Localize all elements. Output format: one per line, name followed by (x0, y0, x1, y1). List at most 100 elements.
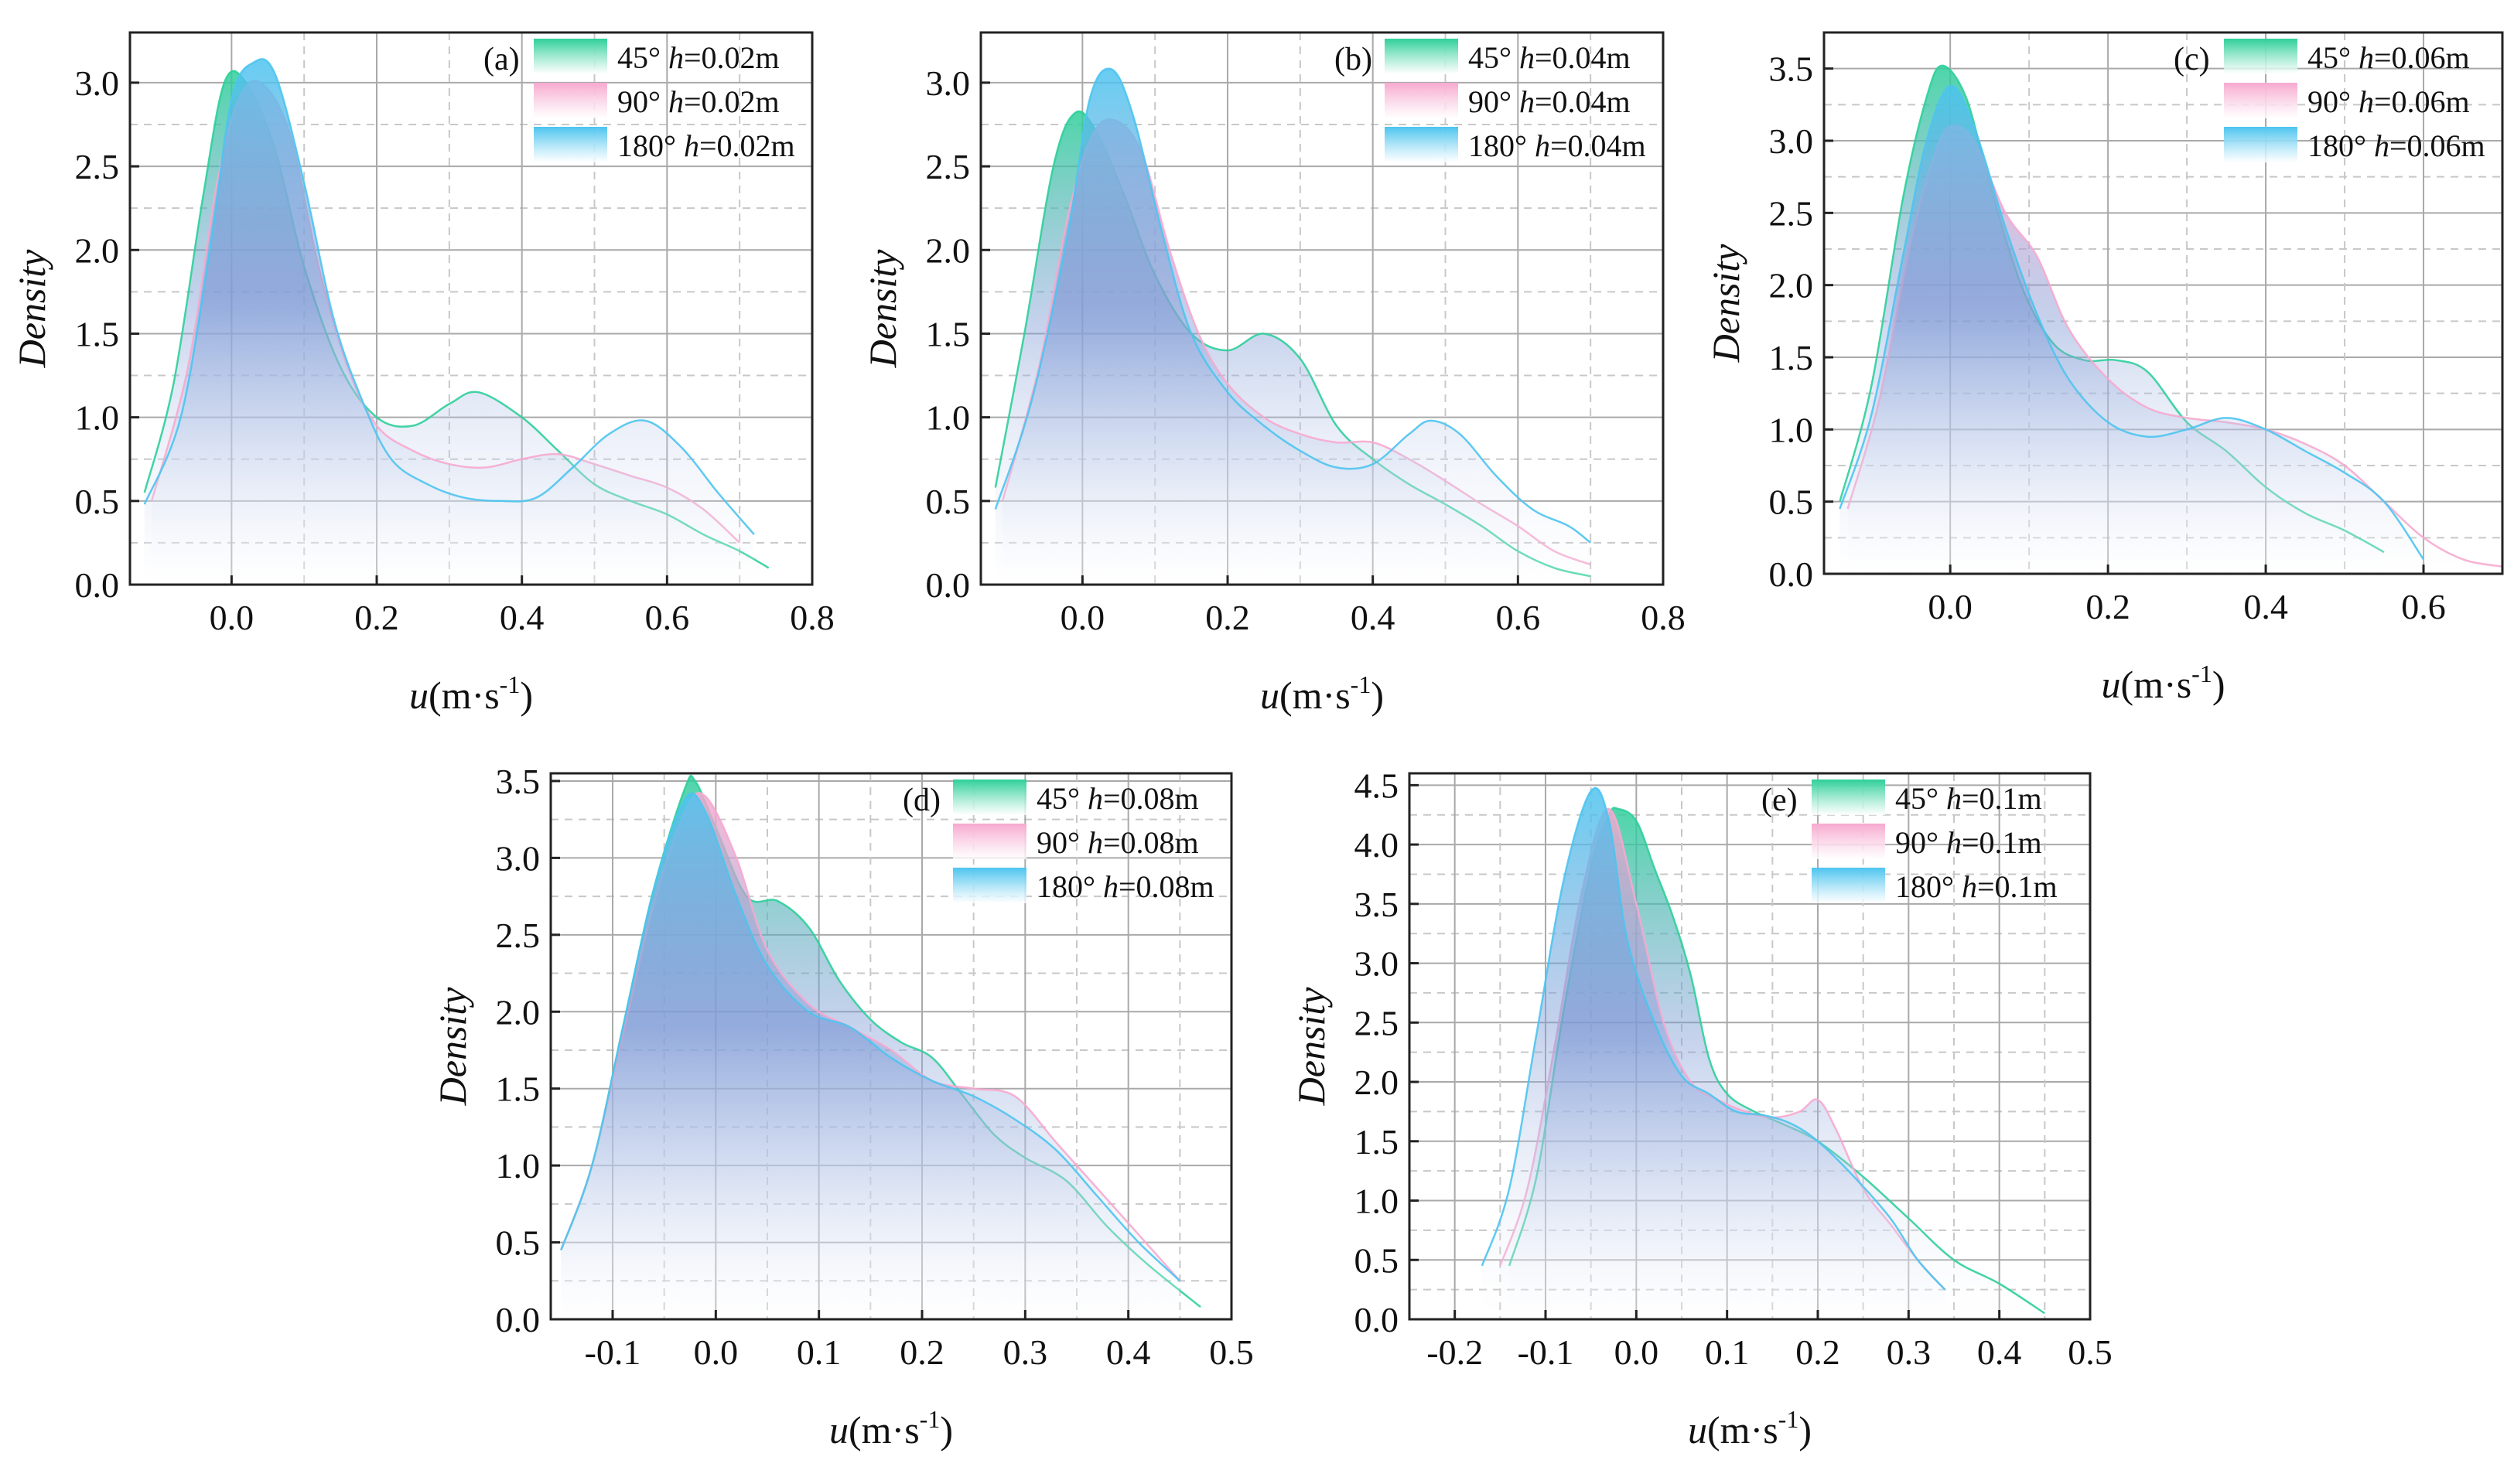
legend-label-45deg: 45° h=0.02m (617, 40, 780, 75)
density-areas (143, 58, 770, 585)
y-tick-label: 3.5 (1354, 885, 1399, 924)
axes: 0.0 0.5 1.0 1.5 2.0 2.5 3.0 3.5 4.0 4.5 -0.2 -0.1 0.… (1354, 766, 2113, 1372)
legend-label-180deg: 180° h=0.08m (1037, 869, 1214, 904)
x-tick-label: 0.8 (790, 598, 835, 637)
density-area-180deg (995, 68, 1591, 585)
legend-label-45deg: 45° h=0.04m (1468, 40, 1631, 75)
y-tick-label: 2.0 (1769, 266, 1814, 305)
axes: 0.0 0.5 1.0 1.5 2.0 2.5 3.0 0.0 0.2 0.4 0.6 0.8 (926, 63, 1686, 637)
y-tick-label: 0.5 (1354, 1240, 1399, 1280)
y-axis-label: Density (861, 249, 904, 369)
legend: (e) 45° h=0.1m 90° h=0.1m 180° h=0.1m (1761, 780, 2058, 904)
density-line-180deg (143, 58, 755, 535)
panels: 0.0 0.5 1.0 1.5 2.0 2.5 3.0 0.0 0.2 0.4 0.6 0.8 Dens… (10, 31, 2504, 1452)
legend-label-180deg: 180° h=0.04m (1468, 128, 1646, 163)
legend-label-90deg: 90° h=0.1m (1895, 825, 2042, 860)
x-tick-label: 0.0 (1928, 587, 1973, 626)
y-tick-label: 4.0 (1354, 825, 1399, 865)
y-tick-label: 1.5 (1769, 338, 1814, 377)
plot-frame (979, 31, 1665, 586)
y-tick-label: 1.5 (1354, 1122, 1399, 1162)
y-axis-label: Density (431, 987, 474, 1107)
y-tick-label: 3.5 (496, 762, 541, 801)
y-tick-label: 2.0 (496, 992, 541, 1032)
plot-frame (128, 31, 814, 586)
x-tick-label: 0.5 (2068, 1332, 2113, 1372)
x-tick-label: -0.1 (1518, 1332, 1574, 1372)
x-tick-label: 0.2 (1205, 598, 1250, 637)
plot-frame (549, 772, 1233, 1321)
y-tick-label: 2.5 (1769, 193, 1814, 233)
y-tick-label: 1.0 (496, 1146, 541, 1185)
density-line-180deg (994, 67, 1591, 544)
y-tick-label: 1.0 (75, 398, 120, 438)
x-tick-label: -0.2 (1426, 1332, 1483, 1372)
chart-panel-c: 0.0 0.5 1.0 1.5 2.0 2.5 3.0 3.5 0.0 0.2 0.4 0.6 Dens… (1704, 31, 2504, 706)
legend-swatch-45deg (534, 39, 607, 74)
y-tick-label: 0.5 (75, 482, 120, 521)
y-tick-label: 0.0 (496, 1300, 541, 1339)
legend-label-45deg: 45° h=0.08m (1037, 781, 1199, 816)
y-tick-label: 1.0 (926, 398, 971, 438)
x-axis-label: u(m·s-1) (1260, 670, 1384, 717)
y-tick-label: 2.5 (496, 916, 541, 955)
y-tick-label: 1.0 (1769, 410, 1814, 449)
y-tick-label: 1.5 (926, 314, 971, 353)
y-axis-label: Density (10, 249, 53, 369)
y-tick-label: 3.5 (1769, 49, 1814, 89)
x-tick-label: -0.1 (585, 1332, 641, 1372)
x-tick-label: 0.8 (1641, 598, 1686, 637)
chart-panel-e: 0.0 0.5 1.0 1.5 2.0 2.5 3.0 3.5 4.0 4.5 -0.2 -0.1 0.… (1289, 766, 2113, 1452)
legend-label-90deg: 90° h=0.04m (1468, 84, 1631, 119)
x-tick-label: 0.6 (1496, 598, 1541, 637)
legend-swatch-90deg (534, 83, 607, 118)
legend-swatch-45deg (2224, 39, 2297, 74)
x-tick-label: 0.4 (2243, 587, 2288, 626)
y-tick-label: 2.0 (926, 230, 971, 270)
legend-swatch-45deg (1385, 39, 1458, 74)
x-tick-label: 0.0 (210, 598, 254, 637)
x-tick-label: 0.0 (694, 1332, 739, 1372)
density-area-180deg (1839, 85, 2423, 575)
y-tick-label: 1.5 (496, 1070, 541, 1109)
x-tick-label: 0.2 (900, 1332, 944, 1372)
density-area-180deg (1481, 787, 1945, 1319)
density-areas (994, 67, 1591, 585)
x-tick-label: 0.1 (1705, 1332, 1750, 1372)
chart-panel-d: 0.0 0.5 1.0 1.5 2.0 2.5 3.0 3.5 -0.1 0.0 0.1 0.2 0.3… (431, 762, 1254, 1452)
y-tick-label: 2.5 (75, 147, 120, 186)
legend-swatch-45deg (953, 780, 1026, 815)
y-tick-label: 2.5 (1354, 1003, 1399, 1042)
density-line-180deg (1839, 84, 2425, 561)
legend-swatch-45deg (1812, 780, 1885, 815)
density-area-180deg (144, 59, 754, 585)
x-tick-label: 0.1 (797, 1332, 842, 1372)
x-tick-label: 0.5 (1209, 1332, 1254, 1372)
y-tick-label: 2.0 (1354, 1063, 1399, 1102)
density-line-180deg (1481, 786, 1946, 1291)
y-tick-label: 3.0 (1769, 121, 1814, 161)
x-tick-label: 0.3 (1003, 1332, 1048, 1372)
x-tick-label: 0.3 (1887, 1332, 1932, 1372)
legend-swatch-180deg (953, 868, 1026, 903)
legend-swatch-180deg (534, 127, 607, 162)
density-area-180deg (561, 793, 1180, 1319)
axes: 0.0 0.5 1.0 1.5 2.0 2.5 3.0 0.0 0.2 0.4 0.6 0.8 (75, 63, 835, 637)
y-tick-label: 1.5 (75, 314, 120, 353)
panel-label: (e) (1761, 783, 1798, 818)
axes: 0.0 0.5 1.0 1.5 2.0 2.5 3.0 3.5 0.0 0.2 0.4 0.6 (1769, 49, 2446, 626)
legend: (b) 45° h=0.04m 90° h=0.04m 180° h=0.04m (1334, 39, 1646, 163)
panel-label: (b) (1334, 42, 1372, 77)
x-tick-label: 0.6 (2401, 587, 2446, 626)
x-tick-label: 0.4 (1351, 598, 1395, 637)
legend: (a) 45° h=0.02m 90° h=0.02m 180° h=0.02m (483, 39, 795, 163)
chart-panel-b: 0.0 0.5 1.0 1.5 2.0 2.5 3.0 0.0 0.2 0.4 0.6 0.8 Dens… (861, 31, 1686, 717)
density-line-180deg (560, 792, 1181, 1282)
y-axis-label: Density (1289, 987, 1333, 1107)
legend: (d) 45° h=0.08m 90° h=0.08m 180° h=0.08m (903, 780, 1214, 904)
legend-label-45deg: 45° h=0.06m (2307, 40, 2470, 75)
x-tick-label: 0.4 (1977, 1332, 2022, 1372)
x-tick-label: 0.2 (1795, 1332, 1840, 1372)
x-axis-label: u(m·s-1) (829, 1405, 953, 1452)
legend-swatch-90deg (1812, 824, 1885, 859)
